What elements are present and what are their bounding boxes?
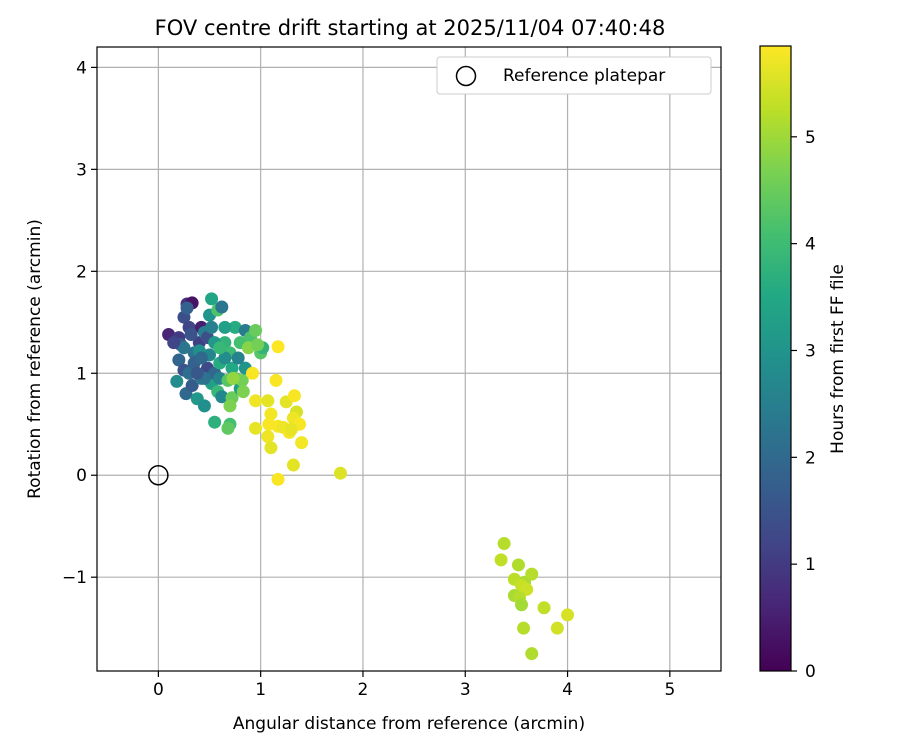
scatter-point (561, 608, 575, 622)
scatter-point (497, 537, 511, 551)
x-axis-ticks: 0 1 2 3 4 5 (153, 671, 675, 700)
colorbar-label: Hours from first FF file (828, 264, 848, 454)
scatter-point (295, 436, 309, 450)
scatter-point (208, 415, 222, 429)
legend-entry-label: Reference platepar (503, 66, 665, 86)
colorbar-tick-label: 2 (805, 448, 816, 468)
scatter-point (213, 341, 227, 355)
legend-marker-icon (455, 65, 477, 87)
scatter-point (231, 351, 245, 365)
scatter-point (167, 336, 181, 350)
y-tick-label: 1 (76, 364, 87, 384)
chart-title: FOV centre drift starting at 2025/11/04 … (155, 16, 666, 40)
y-tick-label: 4 (76, 58, 87, 78)
scatter-point (287, 389, 301, 403)
colorbar-tick-label: 5 (805, 128, 816, 148)
scatter-point (197, 399, 211, 413)
y-axis-ticks: −1 0 1 2 3 4 (62, 58, 97, 588)
x-tick-label: 0 (153, 680, 164, 700)
scatter-point (223, 399, 237, 413)
scatter-point (249, 394, 263, 408)
x-tick-label: 2 (358, 680, 369, 700)
reference-platepar-marker (148, 464, 169, 486)
scatter-point (333, 466, 347, 480)
scatter-point (172, 353, 186, 367)
scatter-point (170, 374, 184, 388)
scatter-point (190, 366, 204, 380)
scatter-point (228, 320, 242, 334)
scatter-point (284, 422, 298, 436)
scatter-point (271, 472, 285, 486)
colorbar-gradient (759, 45, 792, 672)
scatter-point (537, 601, 551, 615)
scatter-point (264, 407, 278, 421)
data-points (162, 292, 575, 661)
y-tick-label: −1 (62, 568, 87, 588)
y-tick-label: 2 (76, 262, 87, 282)
colorbar-tick-label: 0 (805, 662, 816, 682)
scatter-point (525, 567, 539, 581)
scatter-point (185, 379, 199, 393)
scatter-point (218, 351, 232, 365)
scatter-point (261, 394, 275, 408)
legend-box (436, 56, 712, 95)
scatter-point (226, 371, 240, 385)
scatter-point (271, 340, 285, 354)
scatter-point (286, 458, 300, 472)
scatter-point (215, 390, 229, 404)
plot-area: 0 1 2 3 4 5 −1 0 1 2 3 4 (62, 46, 722, 700)
scatter-point (180, 301, 194, 315)
scatter-point (511, 558, 525, 572)
x-tick-label: 3 (460, 680, 471, 700)
scatter-point (251, 338, 265, 352)
y-tick-label: 3 (76, 160, 87, 180)
scatter-point (205, 292, 219, 306)
scatter-point (225, 361, 239, 375)
scatter-point (494, 553, 508, 567)
scatter-point (205, 320, 219, 334)
scatter-point (184, 328, 198, 342)
x-tick-label: 1 (255, 680, 266, 700)
scatter-point (236, 385, 250, 399)
scatter-point (194, 351, 208, 365)
plot-frame (96, 46, 722, 672)
scatter-point (525, 647, 539, 661)
colorbar-ticks: 0 1 2 3 4 5 (791, 128, 816, 682)
colorbar-tick-label: 1 (805, 555, 816, 575)
y-tick-label: 0 (76, 466, 87, 486)
y-axis-label: Rotation from reference (arcmin) (25, 219, 45, 499)
colorbar: 0 1 2 3 4 5 Hours from first FF file (759, 45, 848, 682)
scatter-point (177, 341, 191, 355)
scatter-point (550, 621, 564, 635)
scatter-point (245, 366, 259, 380)
scatter-point (249, 323, 263, 337)
legend: Reference platepar (436, 56, 712, 95)
scatter-point (515, 598, 529, 612)
x-tick-label: 4 (562, 680, 573, 700)
scatter-point (517, 621, 531, 635)
x-axis-label: Angular distance from reference (arcmin) (233, 714, 585, 734)
scatter-point (249, 421, 263, 435)
scatter-point (221, 421, 235, 435)
colorbar-tick-label: 3 (805, 341, 816, 361)
scatter-point (261, 429, 275, 443)
colorbar-tick-label: 4 (805, 235, 816, 255)
x-tick-label: 5 (664, 680, 675, 700)
scatter-point (218, 320, 232, 334)
scatter-point (215, 300, 229, 314)
scatter-point (264, 441, 278, 455)
scatter-point (269, 373, 283, 387)
